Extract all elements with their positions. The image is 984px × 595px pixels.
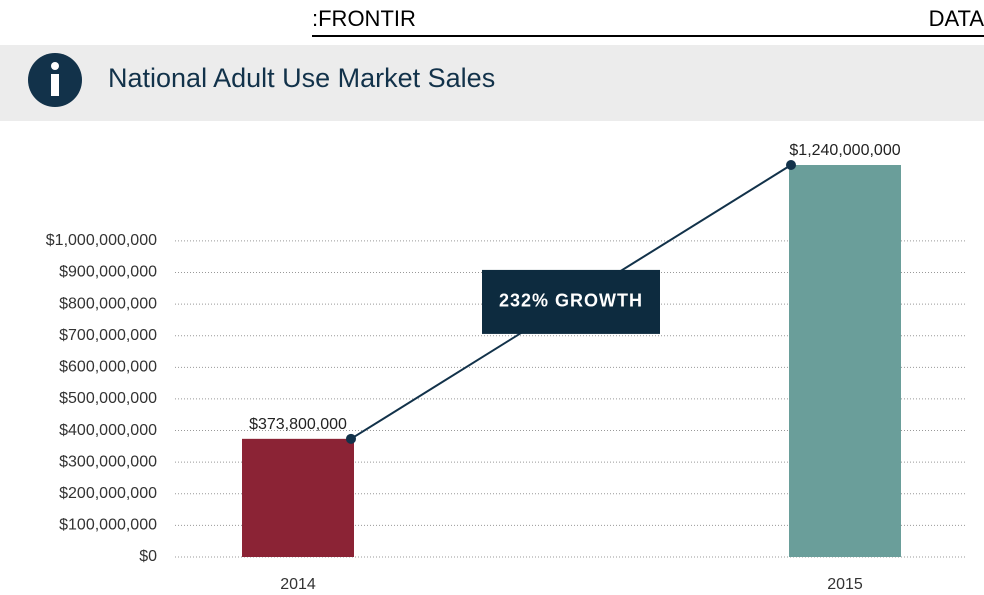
- header-right: DATA: [929, 6, 984, 31]
- value-label: $1,240,000,000: [789, 142, 900, 159]
- chart: :FRONTIR DATA National Adult Use Market …: [0, 0, 984, 595]
- bar: [789, 165, 901, 557]
- y-tick-label: $1,000,000,000: [46, 232, 157, 249]
- chart-title: National Adult Use Market Sales: [108, 63, 495, 93]
- y-tick-label: $500,000,000: [59, 390, 157, 407]
- x-tick-label: 2015: [827, 576, 863, 593]
- y-tick-label: $100,000,000: [59, 517, 157, 534]
- y-tick-label: $200,000,000: [59, 485, 157, 502]
- y-tick-label: $300,000,000: [59, 453, 157, 470]
- bar: [242, 439, 354, 557]
- value-label: $373,800,000: [249, 416, 347, 433]
- growth-dot: [786, 160, 796, 170]
- growth-dot: [346, 434, 356, 444]
- info-icon-bar: [51, 74, 59, 96]
- annotation: 232% GROWTH: [499, 291, 643, 311]
- info-icon-dot: [51, 62, 59, 70]
- y-tick-label: $400,000,000: [59, 422, 157, 439]
- y-tick-label: $0: [139, 548, 157, 565]
- x-tick-label: 2014: [280, 576, 316, 593]
- y-tick-label: $800,000,000: [59, 295, 157, 312]
- y-tick-label: $900,000,000: [59, 264, 157, 281]
- page: :FRONTIR DATA National Adult Use Market …: [0, 0, 984, 595]
- y-tick-label: $600,000,000: [59, 359, 157, 376]
- y-tick-label: $700,000,000: [59, 327, 157, 344]
- header-left: :FRONTIR: [312, 6, 416, 31]
